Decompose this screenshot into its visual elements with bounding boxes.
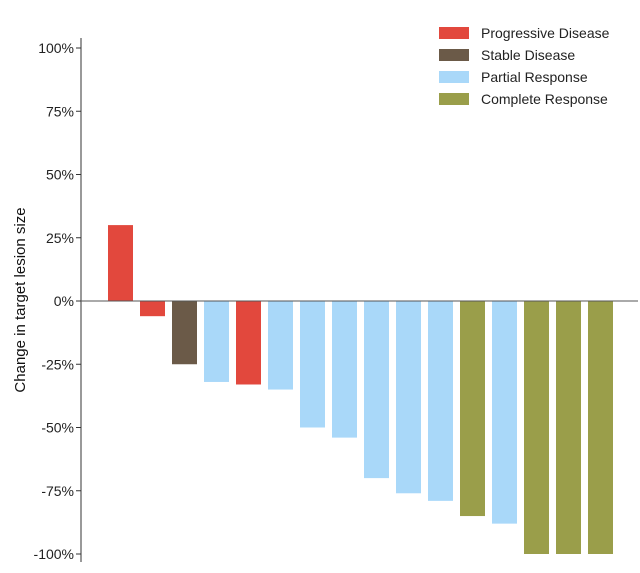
- y-axis: 100% 75% 50% 25% 0% -25% -50% -75% -100%: [34, 38, 82, 562]
- bar-8-pr: [332, 301, 357, 438]
- y-tick-label: 50%: [46, 167, 74, 183]
- legend-swatch-pd: [439, 27, 469, 39]
- bar-12-cr: [460, 301, 485, 517]
- bar-1-pd: [108, 225, 133, 301]
- bar-14-cr: [524, 301, 549, 554]
- y-tick-label: -75%: [41, 483, 74, 499]
- bar-13-pr: [492, 301, 517, 524]
- legend-label-pr: Partial Response: [481, 69, 588, 85]
- bars-group: [108, 225, 613, 554]
- bar-7-pr: [300, 301, 325, 428]
- bar-5-pd: [236, 301, 261, 385]
- legend-swatch-sd: [439, 49, 469, 61]
- y-tick-label: -100%: [34, 546, 74, 562]
- y-tick-label: 75%: [46, 103, 74, 119]
- bar-16-cr: [588, 301, 613, 554]
- y-tick-label: -50%: [41, 420, 74, 436]
- legend-label-sd: Stable Disease: [481, 47, 575, 63]
- bar-10-pr: [396, 301, 421, 494]
- legend-label-cr: Complete Response: [481, 91, 608, 107]
- bar-3-sd: [172, 301, 197, 365]
- legend-swatch-pr: [439, 71, 469, 83]
- y-tick-label: 0%: [54, 293, 74, 309]
- bar-15-cr: [556, 301, 581, 554]
- legend-label-pd: Progressive Disease: [481, 25, 610, 41]
- y-axis-title: Change in target lesion size: [12, 207, 29, 392]
- y-tick-label: 100%: [38, 40, 74, 56]
- bar-4-pr: [204, 301, 229, 382]
- bar-2-pd: [140, 301, 165, 317]
- y-tick-label: -25%: [41, 356, 74, 372]
- bar-11-pr: [428, 301, 453, 501]
- legend: Progressive Disease Stable Disease Partial…: [439, 25, 610, 107]
- y-tick-label: 25%: [46, 230, 74, 246]
- bar-9-pr: [364, 301, 389, 479]
- legend-swatch-cr: [439, 93, 469, 105]
- bar-6-pr: [268, 301, 293, 390]
